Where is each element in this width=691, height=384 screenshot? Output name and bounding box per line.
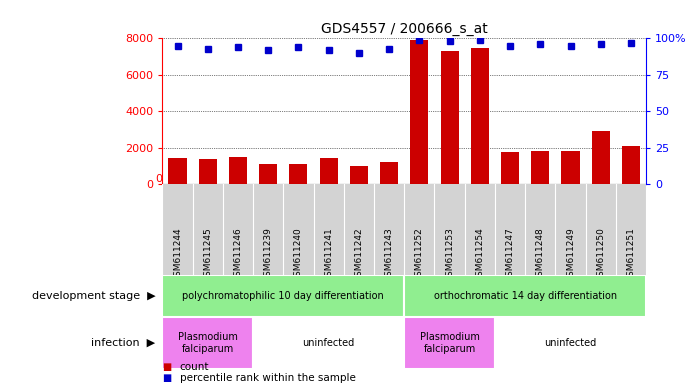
Bar: [404, 275, 646, 317]
Text: 0: 0: [155, 174, 162, 184]
Bar: [259, 164, 277, 184]
Text: Plasmodium
falciparum: Plasmodium falciparum: [178, 332, 238, 354]
Bar: [162, 317, 253, 369]
Text: polychromatophilic 10 day differentiation: polychromatophilic 10 day differentiatio…: [182, 291, 384, 301]
Text: infection  ▶: infection ▶: [91, 338, 155, 348]
Text: percentile rank within the sample: percentile rank within the sample: [180, 373, 356, 383]
Text: orthochromatic 14 day differentiation: orthochromatic 14 day differentiation: [433, 291, 617, 301]
Text: ■: ■: [162, 362, 171, 372]
Bar: [380, 162, 398, 184]
Bar: [501, 152, 519, 184]
Bar: [440, 51, 459, 184]
Bar: [229, 157, 247, 184]
Bar: [404, 317, 495, 369]
Title: GDS4557 / 200666_s_at: GDS4557 / 200666_s_at: [321, 22, 488, 36]
Bar: [253, 317, 404, 369]
Bar: [410, 40, 428, 184]
Text: uninfected: uninfected: [303, 338, 354, 348]
Bar: [471, 48, 489, 184]
Bar: [622, 146, 640, 184]
Text: count: count: [180, 362, 209, 372]
Bar: [495, 317, 646, 369]
Bar: [591, 131, 609, 184]
Bar: [198, 159, 217, 184]
Bar: [290, 164, 307, 184]
Bar: [350, 166, 368, 184]
Text: Plasmodium
falciparum: Plasmodium falciparum: [419, 332, 480, 354]
Bar: [319, 158, 338, 184]
Bar: [169, 158, 187, 184]
Text: development stage  ▶: development stage ▶: [32, 291, 155, 301]
Bar: [531, 151, 549, 184]
Bar: [162, 275, 404, 317]
Bar: [561, 152, 580, 184]
Text: uninfected: uninfected: [545, 338, 596, 348]
Text: ■: ■: [162, 373, 171, 383]
